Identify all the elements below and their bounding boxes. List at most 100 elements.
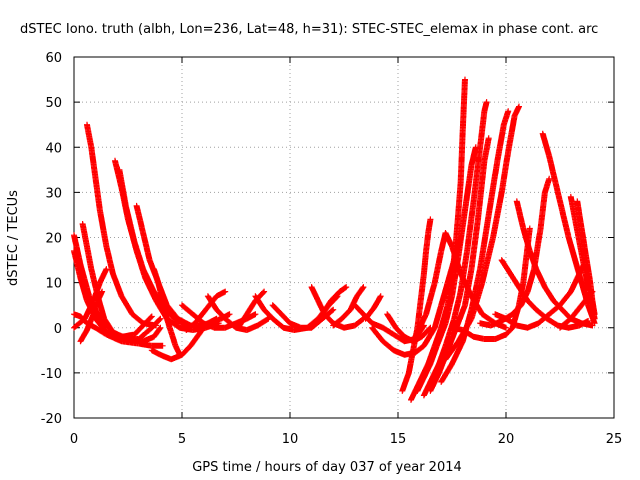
point-marker — [420, 380, 433, 399]
series-arc18 — [269, 302, 337, 331]
point-marker — [431, 303, 444, 331]
data-marks — [71, 76, 598, 403]
point-marker — [222, 315, 238, 330]
point-marker — [565, 234, 578, 262]
point-marker — [392, 324, 407, 339]
point-marker — [243, 322, 260, 333]
point-marker — [582, 252, 593, 285]
point-marker — [351, 302, 366, 317]
point-marker — [330, 316, 344, 329]
point-marker — [433, 321, 449, 349]
x-tick-label: 25 — [606, 432, 623, 447]
point-marker — [71, 316, 87, 331]
point-marker — [140, 230, 153, 262]
point-marker — [414, 375, 427, 394]
point-marker — [319, 298, 334, 318]
series-arc29 — [420, 99, 490, 399]
point-marker — [94, 293, 107, 321]
point-marker — [84, 312, 96, 333]
point-marker — [109, 270, 125, 298]
y-tick-label: 10 — [45, 277, 62, 292]
point-marker — [92, 175, 103, 213]
point-marker — [544, 315, 560, 328]
point-marker — [589, 297, 598, 318]
point-marker — [131, 239, 146, 271]
point-marker — [520, 244, 531, 286]
point-marker — [524, 320, 541, 331]
point-marker — [418, 271, 427, 295]
y-tick-label: 20 — [45, 232, 62, 247]
point-marker — [354, 284, 367, 300]
point-marker — [494, 122, 507, 164]
point-marker — [427, 344, 440, 367]
y-tick-label: -10 — [41, 367, 62, 382]
point-marker — [438, 361, 455, 385]
series-arc28 — [414, 144, 479, 394]
point-marker — [194, 324, 207, 340]
point-marker — [254, 315, 272, 329]
x-tick-label: 10 — [282, 432, 299, 447]
x-tick-label: 0 — [70, 432, 78, 447]
point-marker — [379, 324, 396, 337]
point-marker — [379, 338, 396, 353]
point-marker — [140, 320, 160, 329]
series-arc11 — [150, 266, 183, 358]
point-marker — [459, 327, 476, 340]
point-marker — [468, 144, 479, 169]
point-marker — [481, 99, 490, 115]
point-marker — [420, 325, 438, 349]
point-marker — [457, 127, 466, 187]
point-marker — [204, 293, 219, 312]
point-marker — [442, 230, 455, 249]
x-tick-label: 20 — [498, 432, 515, 447]
series-arc23 — [362, 293, 384, 322]
point-marker — [541, 175, 553, 196]
point-marker — [423, 280, 438, 318]
point-marker — [412, 312, 429, 340]
point-marker — [109, 329, 128, 342]
point-marker — [533, 266, 548, 289]
point-marker — [416, 289, 425, 313]
point-marker — [455, 208, 468, 259]
y-tick-label: 50 — [45, 96, 62, 111]
point-marker — [116, 166, 129, 208]
y-tick-label: -20 — [41, 412, 62, 427]
point-marker — [168, 352, 184, 363]
point-marker — [269, 302, 284, 317]
point-marker — [287, 320, 303, 331]
point-marker — [513, 198, 526, 231]
point-marker — [88, 266, 101, 298]
point-marker — [464, 199, 477, 254]
series-arc33 — [412, 230, 509, 340]
point-marker — [362, 305, 377, 322]
point-marker — [92, 315, 109, 335]
point-marker — [77, 275, 90, 303]
point-marker — [431, 249, 444, 286]
point-marker — [492, 311, 508, 322]
point-marker — [492, 332, 508, 342]
point-marker — [77, 261, 92, 298]
point-marker — [526, 248, 539, 271]
point-marker — [101, 315, 116, 335]
point-marker — [336, 284, 350, 295]
point-marker — [511, 103, 522, 119]
point-marker — [79, 221, 90, 249]
point-marker — [546, 153, 559, 186]
point-marker — [520, 225, 533, 253]
point-marker — [425, 216, 434, 236]
point-marker — [71, 232, 84, 267]
point-marker — [122, 202, 138, 244]
point-marker — [88, 144, 99, 181]
point-marker — [427, 362, 442, 385]
point-marker — [449, 339, 466, 367]
point-marker — [96, 266, 110, 286]
axes: 0 5 10 15 20 25 -20 -10 0 10 20 30 40 50 60 — [41, 51, 623, 447]
point-marker — [537, 190, 548, 232]
point-marker — [498, 150, 511, 196]
point-marker — [477, 213, 492, 273]
point-marker — [103, 243, 116, 276]
series-arc12 — [148, 324, 207, 363]
point-marker — [71, 248, 84, 280]
point-marker — [269, 315, 286, 330]
point-marker — [192, 307, 208, 327]
